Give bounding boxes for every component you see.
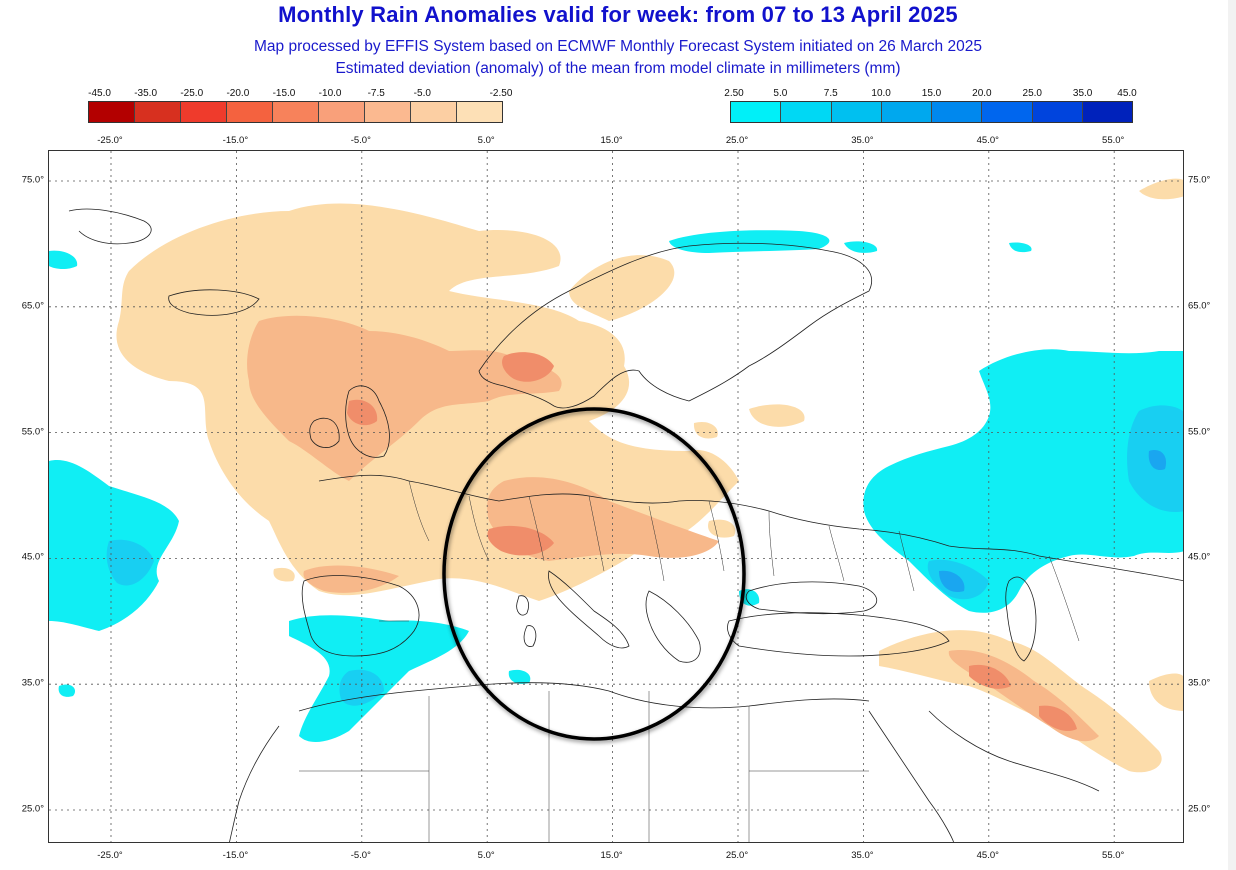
lat-left-item: 45.0° — [21, 551, 44, 563]
lat-right-item: 65.0° — [1188, 300, 1211, 312]
colorbar-dry-tick-label: -2.50 — [489, 88, 513, 99]
map-title: Monthly Rain Anomalies valid for week: f… — [278, 2, 958, 27]
lat-left-item: 35.0° — [21, 677, 44, 689]
lon-bottom-item: 55.0° — [1102, 850, 1125, 861]
lat-left-item: 65.0° — [21, 300, 44, 312]
dry-anomaly-strong — [347, 352, 1077, 731]
colorbar-wet-tick-label: 7.5 — [823, 88, 838, 99]
colorbar-dry-swatch — [135, 102, 181, 122]
lon-bottom-item: 25.0° — [725, 850, 749, 861]
colorbar-wet-tick-label: 35.0 — [1072, 88, 1093, 99]
lat-right-item: 45.0° — [1188, 551, 1211, 563]
colorbar-dry-tick-label: -7.5 — [367, 88, 385, 99]
colorbar-wet-tick-label: 45.0 — [1117, 88, 1137, 99]
colorbar-wet-swatch — [781, 102, 832, 122]
lon-top-item: 55.0° — [1102, 135, 1125, 146]
colorbar-dry-tick-label: -5.0 — [413, 88, 431, 99]
national-borders — [299, 480, 1080, 842]
colorbar-wet-tick-label: 20.0 — [972, 88, 992, 99]
highlight-circle — [442, 407, 746, 741]
colorbar-wet-tick-label: 25.0 — [1022, 88, 1042, 99]
colorbar-wet-swatch — [731, 102, 782, 122]
lat-right-item: 75.0° — [1188, 174, 1211, 186]
colorbar-dry-tick-label: -10.0 — [318, 88, 342, 99]
lon-bottom-item: -15.0° — [222, 850, 249, 861]
lon-top-item: 45.0° — [976, 135, 999, 146]
colorbar-dry-swatch — [411, 102, 457, 122]
lon-bottom-item: 15.0° — [600, 850, 623, 861]
lon-top-item: 25.0° — [725, 135, 749, 146]
anomaly-map — [48, 150, 1184, 843]
colorbar-dry-swatch — [319, 102, 365, 122]
lon-bottom-item: 5.0° — [477, 850, 495, 861]
colorbar-wet-tick-label: 10.0 — [871, 88, 891, 99]
colorbar-dry-tick-label: -35.0 — [134, 88, 158, 99]
lat-left-item: 75.0° — [21, 174, 44, 186]
colorbar-wet-tick-label: 15.0 — [921, 88, 942, 99]
colorbar-wet-swatch — [831, 102, 882, 122]
graticule-grid — [49, 151, 1183, 842]
map-svg — [49, 151, 1183, 842]
colorbar-dry-swatch — [273, 102, 319, 122]
colorbar-dry-tick-label: -45.0 — [88, 88, 111, 99]
lon-bottom-item: -5.0° — [350, 850, 371, 861]
colorbar-dry — [88, 101, 503, 123]
colorbar-dry-swatch — [181, 102, 227, 122]
lon-top-item: -25.0° — [97, 135, 123, 146]
colorbar-wet-swatch — [881, 102, 932, 122]
lon-top-item: -15.0° — [222, 135, 249, 146]
colorbar-dry-tick-label: -20.0 — [226, 88, 250, 99]
lon-top-item: 5.0° — [477, 135, 495, 146]
colorbar-dry-tick-label: -25.0 — [180, 88, 204, 99]
colorbar-wet-swatch — [1032, 102, 1083, 122]
colorbar-dry-tick-label: -15.0 — [272, 88, 296, 99]
colorbar-dry-swatch — [89, 102, 135, 122]
colorbar-wet — [730, 101, 1133, 123]
colorbar-wet-tick-label: 2.50 — [724, 88, 744, 99]
colorbar-dry-swatch — [227, 102, 273, 122]
colorbar-dry-swatch — [457, 102, 502, 122]
lat-left-item: 25.0° — [21, 803, 44, 815]
lon-top-item: 35.0° — [851, 135, 874, 146]
page-right-edge — [1228, 0, 1236, 870]
colorbar-dry-swatch — [365, 102, 411, 122]
map-subtitle-units: Estimated deviation (anomaly) of the mea… — [335, 60, 901, 77]
colorbar-wet-swatch — [932, 102, 983, 122]
lat-right-item: 35.0° — [1188, 677, 1211, 689]
map-subtitle-source: Map processed by EFFIS System based on E… — [254, 38, 982, 55]
colorbar-wet-tick-label: 5.0 — [773, 88, 788, 99]
lon-bottom-item: 35.0° — [851, 850, 874, 861]
colorbar-wet-swatch — [982, 102, 1033, 122]
wet-anomaly-strong — [939, 450, 1167, 593]
lon-bottom-item: -25.0° — [97, 850, 123, 861]
lat-right-item: 25.0° — [1188, 803, 1211, 815]
lat-left-item: 55.0° — [21, 426, 44, 438]
coastlines — [68, 208, 1183, 842]
lon-top-item: -5.0° — [350, 135, 371, 146]
lon-bottom-item: 45.0° — [976, 850, 999, 861]
lat-right-item: 55.0° — [1188, 426, 1211, 438]
colorbar-wet-swatch — [1082, 102, 1132, 122]
lon-top-item: 15.0° — [600, 135, 623, 146]
